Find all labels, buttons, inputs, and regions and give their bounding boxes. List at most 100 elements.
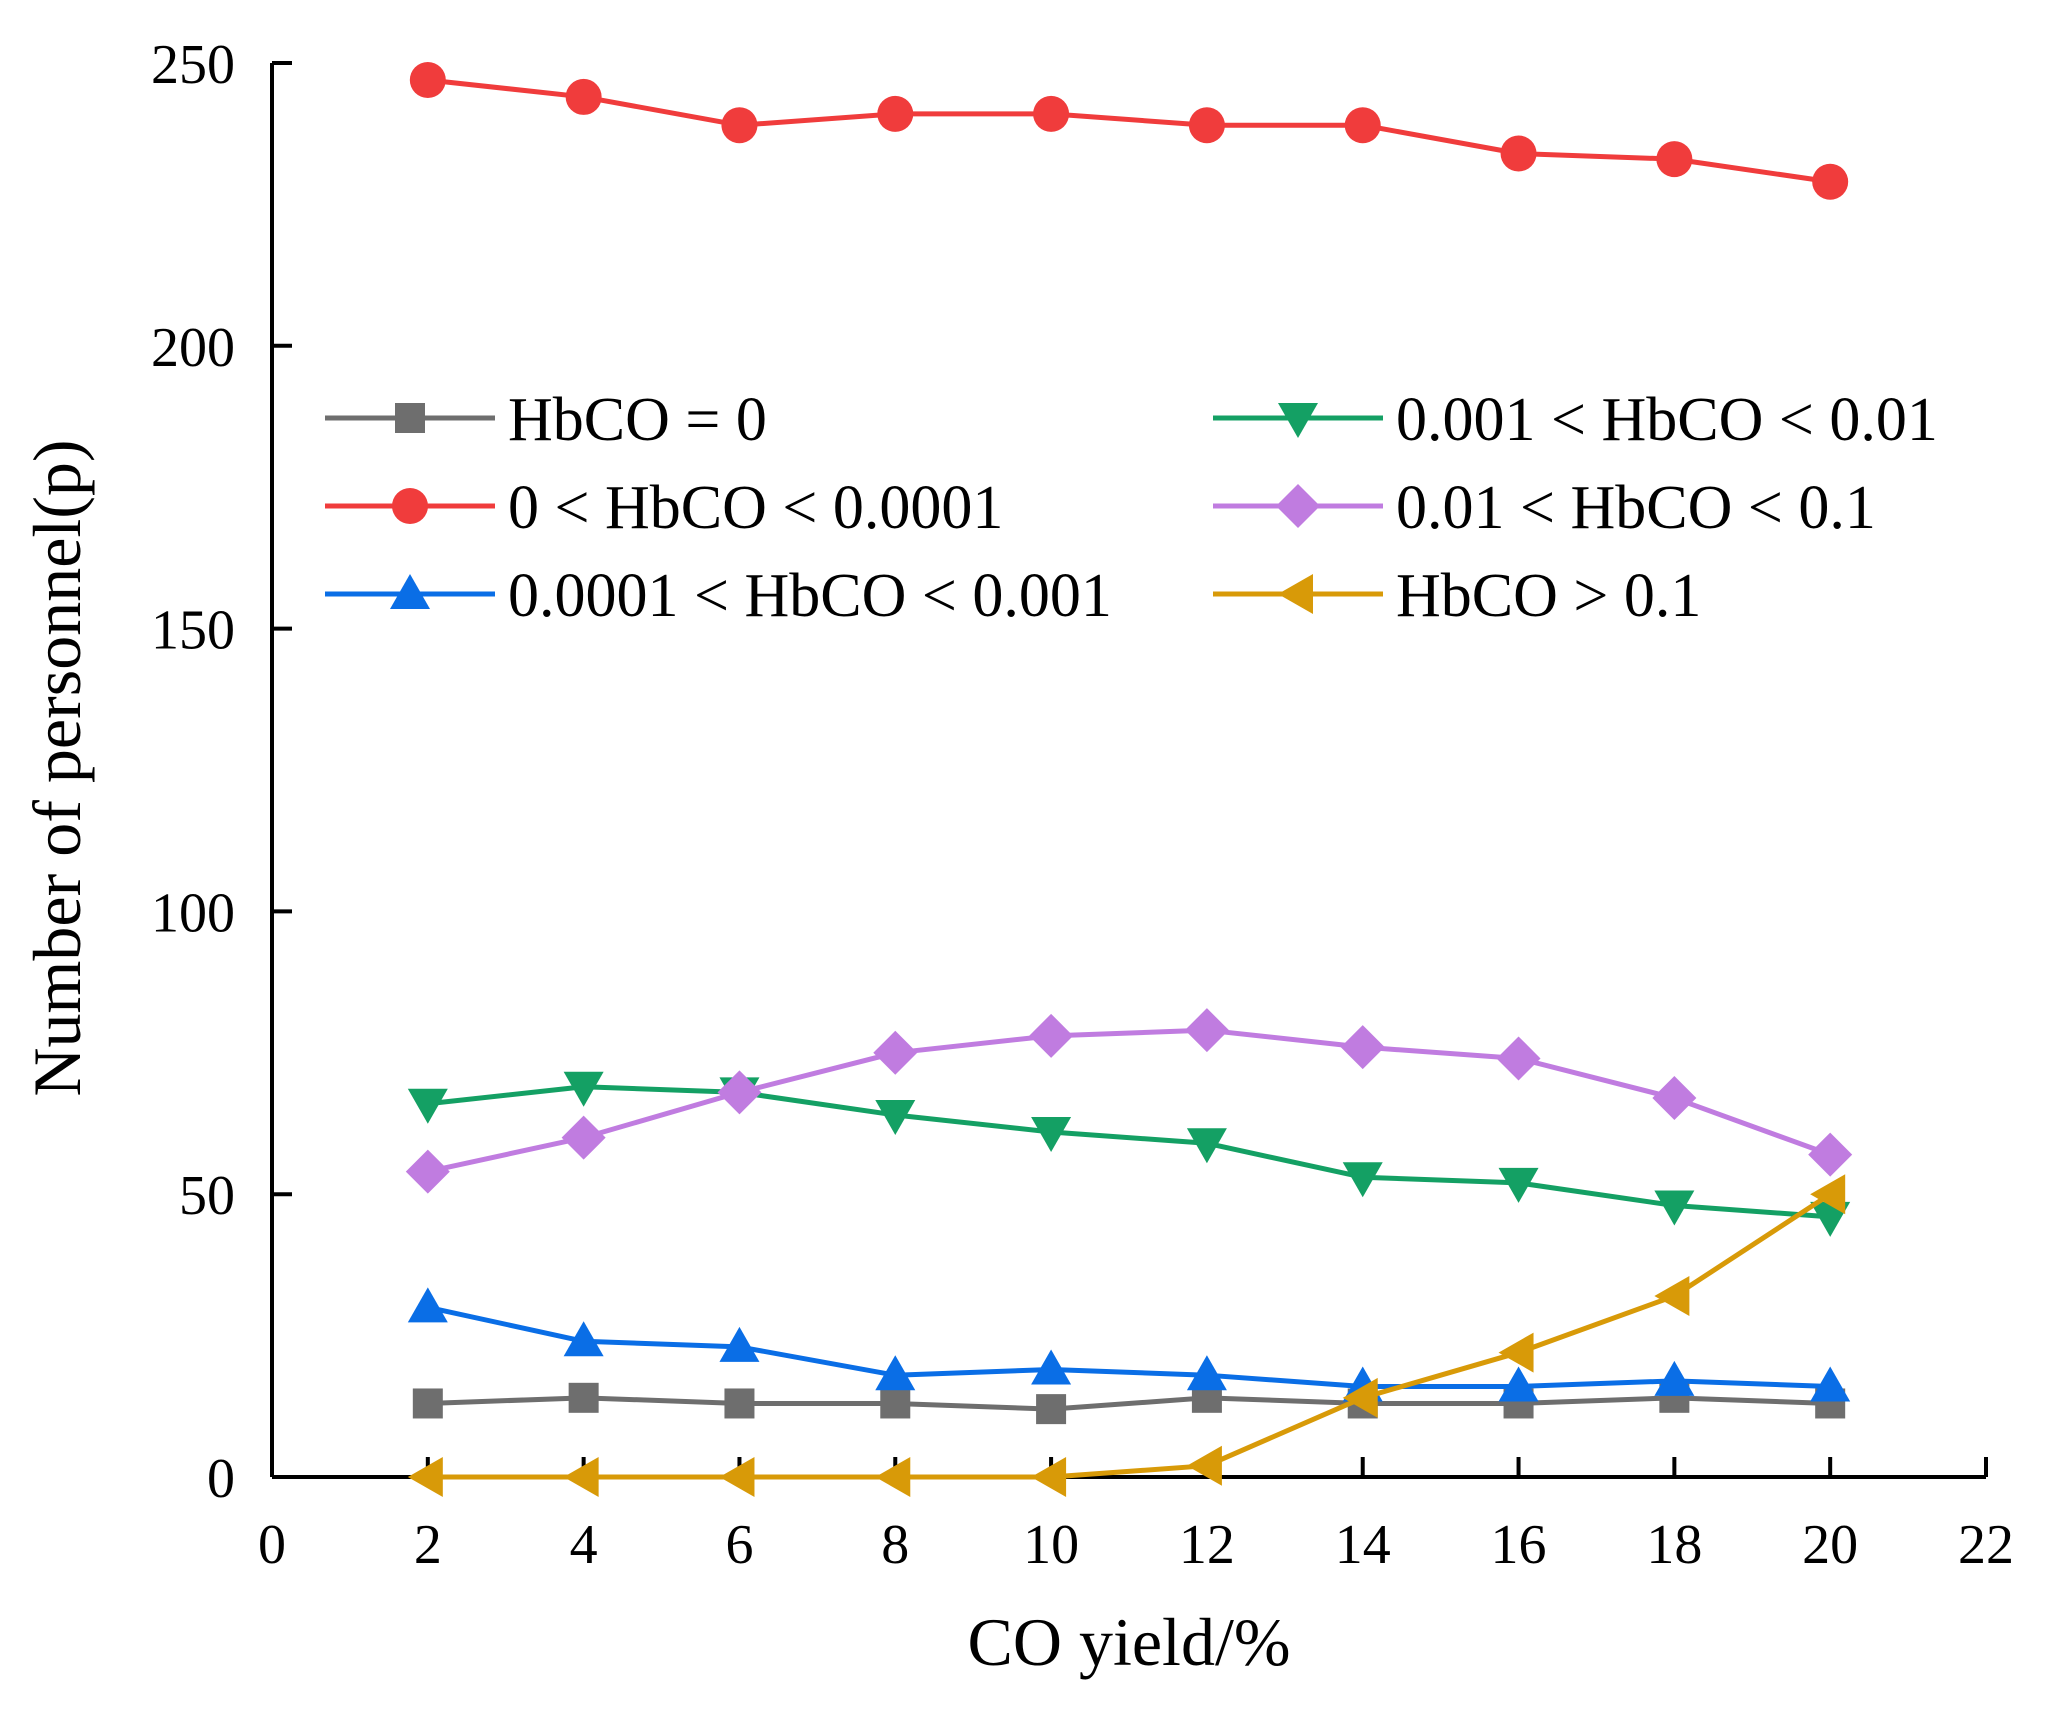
y-tick-label: 150 [151, 600, 235, 662]
series-line [427, 1084, 1831, 1220]
data-point [1340, 1025, 1385, 1070]
data-point [412, 1388, 443, 1419]
legend-marker [1278, 574, 1313, 614]
data-point [407, 1287, 448, 1323]
data-point [1808, 1132, 1853, 1177]
data-point [724, 1388, 755, 1419]
data-point [1342, 1377, 1378, 1418]
y-tick-label: 200 [151, 317, 235, 379]
legend-marker [390, 574, 430, 609]
legend-label: 0.01 < HbCO < 0.1 [1396, 474, 1876, 542]
series-0-01-hbco-0-1 [405, 1008, 1853, 1194]
x-axis-title: CO yield/% [968, 1604, 1291, 1680]
legend-item: HbCO > 0.1 [1213, 562, 1701, 630]
legend-label: HbCO = 0 [508, 386, 767, 454]
data-point [880, 1388, 911, 1419]
data-point [875, 1457, 911, 1497]
series-hbco-0-1 [407, 1174, 1846, 1497]
data-point [873, 1030, 918, 1075]
data-point [1810, 1174, 1846, 1215]
data-point [1654, 1276, 1690, 1317]
legend-marker [1278, 403, 1318, 438]
x-tick-label: 20 [1802, 1514, 1858, 1576]
data-point [1033, 95, 1070, 132]
data-point [1498, 1167, 1539, 1203]
y-axis-title: Number of personnel(p) [19, 439, 95, 1096]
data-point [1498, 1366, 1539, 1402]
legend-label: 0.001 < HbCO < 0.01 [1396, 386, 1938, 454]
data-point [1031, 1116, 1072, 1152]
axes: 0 2 4 6 8 10 12 14 16 18 20 22 0 50 100 150 200 250 [151, 34, 2014, 1576]
data-point [565, 78, 602, 115]
x-tick-label: 6 [725, 1514, 753, 1576]
x-tick-label: 0 [258, 1514, 286, 1576]
series-line [427, 1192, 1832, 1480]
legend-item: HbCO = 0 [325, 386, 767, 454]
data-point [407, 1457, 443, 1497]
data-point [568, 1382, 599, 1413]
data-point [563, 1321, 604, 1357]
data-point [1654, 1360, 1695, 1396]
x-tick-label: 10 [1023, 1514, 1079, 1576]
y-tick-label: 0 [207, 1448, 235, 1510]
data-point [877, 95, 914, 132]
data-point [875, 1100, 916, 1136]
data-point [1810, 1366, 1851, 1402]
data-point [405, 1149, 450, 1194]
legend: HbCO = 0 0 < HbCO < 0.0001 0.0001 < HbCO <… [325, 386, 1938, 630]
series-0-0001-hbco-0-001 [407, 1287, 1851, 1402]
data-point [1342, 1162, 1383, 1198]
x-tick-label: 4 [570, 1514, 598, 1576]
data-point [1498, 1332, 1534, 1373]
series-hbco-0 [412, 1382, 1846, 1425]
legend-label: HbCO > 0.1 [1396, 562, 1701, 630]
x-tick-label: 22 [1958, 1514, 2014, 1576]
data-point [1029, 1013, 1074, 1058]
legend-marker [395, 403, 425, 433]
data-point [1186, 1355, 1227, 1391]
y-tick-label: 100 [151, 882, 235, 944]
legend-label: 0.0001 < HbCO < 0.001 [508, 562, 1112, 630]
series-line [427, 1304, 1831, 1390]
series-layer [405, 61, 1853, 1497]
data-point [1654, 1190, 1695, 1226]
data-point [1656, 141, 1693, 178]
data-point [1186, 1445, 1222, 1486]
legend-item: 0 < HbCO < 0.0001 [325, 474, 1003, 542]
data-point [1184, 1008, 1229, 1053]
data-point [1031, 1457, 1067, 1497]
data-point [719, 1326, 760, 1362]
legend-marker [1276, 484, 1320, 528]
x-tick-label: 16 [1491, 1514, 1547, 1576]
data-point [1500, 135, 1537, 172]
data-point [1344, 107, 1381, 144]
series-line [427, 1027, 1832, 1175]
data-point [409, 61, 446, 98]
x-tick-label: 2 [414, 1514, 442, 1576]
data-point [1031, 1349, 1072, 1385]
x-tick-label: 14 [1335, 1514, 1391, 1576]
series-0-001-hbco-0-01 [407, 1071, 1851, 1237]
data-point [1036, 1394, 1067, 1425]
legend-item: 0.001 < HbCO < 0.01 [1213, 386, 1938, 454]
x-tick-label: 8 [881, 1514, 909, 1576]
x-tick-label: 18 [1646, 1514, 1702, 1576]
legend-item: 0.01 < HbCO < 0.1 [1213, 474, 1876, 542]
data-point [561, 1115, 606, 1160]
x-tick-label: 12 [1179, 1514, 1235, 1576]
data-point [563, 1071, 604, 1107]
series-0-hbco-0-0001 [409, 61, 1849, 200]
y-tick-label: 250 [151, 34, 235, 96]
legend-label: 0 < HbCO < 0.0001 [508, 474, 1003, 542]
data-point [563, 1457, 599, 1497]
data-point [407, 1088, 448, 1124]
data-point [875, 1355, 916, 1391]
data-point [1186, 1128, 1227, 1164]
series-line [427, 77, 1831, 185]
legend-item: 0.0001 < HbCO < 0.001 [325, 562, 1112, 630]
data-point [1812, 163, 1849, 200]
data-point [1652, 1076, 1697, 1121]
data-point [719, 1457, 755, 1497]
y-tick-label: 50 [179, 1165, 235, 1227]
